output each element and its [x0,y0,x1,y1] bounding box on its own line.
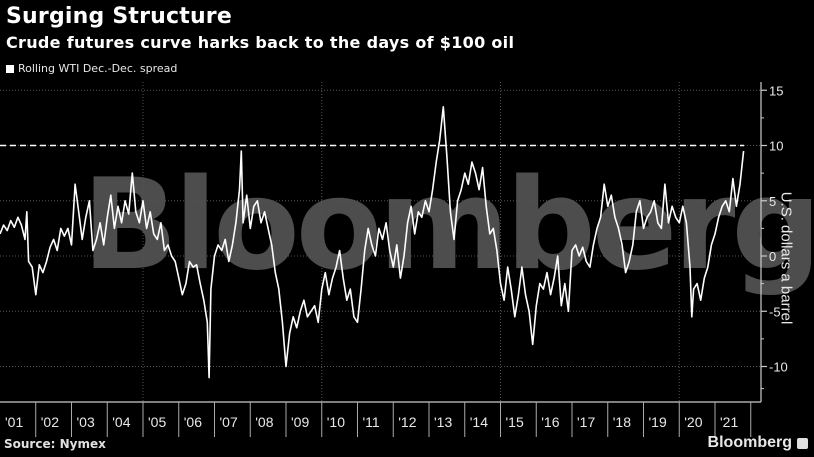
x-axis-ticks: '01 '02 '03 '04 '05 '06 '07 '08 '09 '10 '11 '12 '13 '… [5,402,752,437]
x-tick-label: '14 [470,414,488,430]
x-tick-label: '19 [649,414,667,430]
x-tick-label: '01 [5,414,23,430]
chart-subtitle: Crude futures curve harks back to the da… [6,33,515,52]
x-tick-label: '17 [577,414,595,430]
bloomberg-logo: Bloomberg [707,434,792,451]
x-tick-label: '03 [77,414,95,430]
y-tick-label: -10 [769,360,788,375]
gridlines [0,82,761,402]
x-tick-label: '20 [684,414,702,430]
x-tick-label: '18 [613,414,631,430]
y-axis-label: U.S. dollars a barrel [777,191,795,325]
x-tick-label: '11 [363,414,380,430]
x-tick-label: '06 [184,414,202,430]
y-tick-label: 15 [769,83,783,98]
y-tick-label: -5 [769,304,781,319]
x-tick-label: '10 [327,414,345,430]
axes [0,82,762,403]
y-tick-label: 0 [769,249,776,264]
x-tick-label: '04 [112,414,130,430]
y-axis-ticks: 15 10 5 0 -5 -10 [761,83,788,390]
x-tick-label: '02 [41,414,59,430]
x-tick-label: '16 [541,414,559,430]
legend: Rolling WTI Dec.-Dec. spread [6,62,177,75]
source-note: Source: Nymex [4,437,106,451]
x-tick-label: '15 [506,414,524,430]
legend-label: Rolling WTI Dec.-Dec. spread [18,62,178,75]
chart-title: Surging Structure [6,4,232,29]
bloomberg-chart-icon [797,438,808,449]
x-tick-label: '13 [434,414,452,430]
legend-swatch-icon [6,64,14,73]
x-tick-label: '09 [291,414,309,430]
x-tick-label: '21 [720,414,738,430]
x-tick-label: '12 [398,414,416,430]
y-tick-label: 10 [769,139,783,154]
x-tick-label: '05 [148,414,166,430]
x-tick-label: '08 [255,414,273,430]
spread-line [0,106,745,379]
x-tick-label: '07 [220,414,238,430]
y-tick-label: 5 [769,194,776,209]
